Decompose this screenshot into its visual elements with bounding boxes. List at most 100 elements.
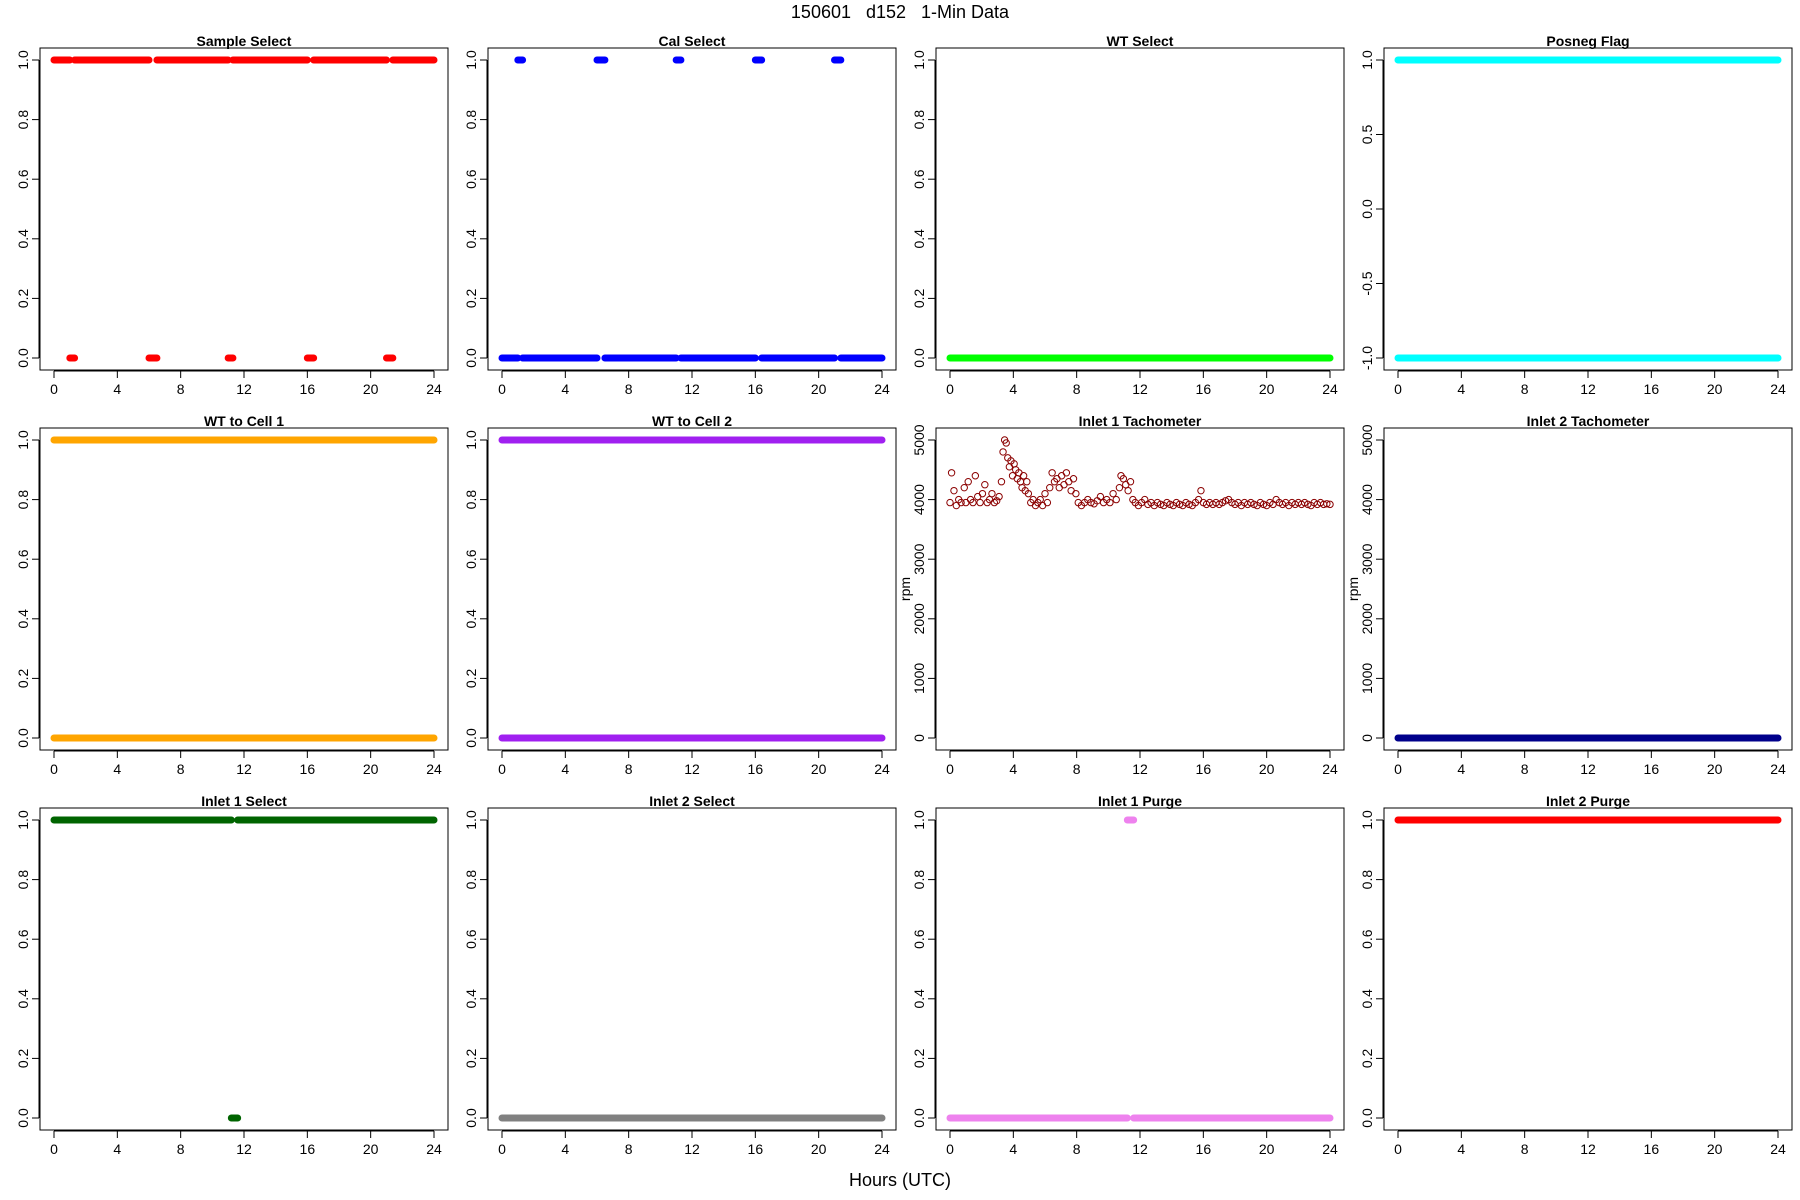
x-tick-label: 20 [1259, 381, 1275, 397]
x-tick-label: 0 [1394, 381, 1402, 397]
y-tick-label: 4000 [1359, 484, 1375, 515]
y-tick-label: 0.8 [15, 870, 31, 890]
data-point [1122, 481, 1130, 489]
x-tick-label: 16 [1644, 1141, 1660, 1157]
x-tick-label: 0 [50, 381, 58, 397]
y-tick-label: 0 [1359, 734, 1375, 742]
panel-title: Sample Select [197, 33, 292, 49]
plot-frame [1383, 427, 1793, 751]
panel-title: Inlet 1 Purge [1098, 793, 1182, 809]
data-point [995, 492, 1003, 501]
x-tick-label: 4 [561, 1141, 569, 1157]
x-tick-label: 12 [1580, 381, 1596, 397]
y-axis-label: rpm [1345, 577, 1361, 601]
x-tick-label: 8 [177, 1141, 185, 1157]
plot-frame [935, 807, 1345, 1131]
y-tick-label: 0.6 [1359, 929, 1375, 949]
y-tick-label: 0.6 [463, 929, 479, 949]
panel-5: WT to Cell 1 0 4 8 12 16 20 24 0.0 0.2 0.4 0.6 0.8 1.… [15, 413, 449, 777]
data-point [950, 486, 958, 495]
y-tick-label: 0.6 [463, 169, 479, 189]
x-tick-label: 0 [946, 761, 954, 777]
x-tick-label: 12 [684, 761, 700, 777]
y-tick-label: 0.4 [15, 229, 31, 249]
series [946, 816, 1334, 1122]
data-point [1126, 478, 1135, 486]
x-tick-label: 4 [1009, 761, 1017, 777]
y-tick-label: 0.4 [15, 609, 31, 629]
data-point [993, 497, 1001, 505]
y-tick-label: 0.2 [463, 288, 479, 308]
x-tick-label: 0 [50, 761, 58, 777]
data-point [971, 472, 980, 480]
y-tick-label: 2000 [911, 603, 927, 634]
data-point [1323, 500, 1331, 508]
y-tick-label: 0.8 [1359, 870, 1375, 890]
x-tick-label: 4 [1457, 1141, 1465, 1157]
data-point [997, 478, 1006, 486]
data-point [1197, 486, 1205, 495]
y-tick-label: 0.8 [911, 870, 927, 890]
x-tick-label: 0 [946, 1141, 954, 1157]
y-tick-label: 0.2 [463, 668, 479, 688]
data-point [1005, 463, 1014, 471]
y-tick-label: 0.8 [463, 870, 479, 890]
y-tick-label: 0.6 [15, 169, 31, 189]
x-tick-label: 12 [236, 761, 252, 777]
data-point [1046, 483, 1054, 492]
data-point [1048, 469, 1056, 477]
x-tick-label: 8 [1073, 1141, 1081, 1157]
panel-8: Inlet 2 Tachometer 0 4 8 12 16 20 24 0 1000 2000 30… [1345, 413, 1793, 777]
data-point [974, 492, 982, 501]
x-tick-label: 8 [1073, 761, 1081, 777]
x-tick-label: 4 [1009, 1141, 1017, 1157]
y-tick-label: 4000 [911, 484, 927, 515]
y-tick-label: 0.8 [463, 490, 479, 510]
data-point [1112, 495, 1120, 504]
data-point [1069, 475, 1078, 483]
x-tick-label: 0 [498, 761, 506, 777]
y-tick-label: 1.0 [1359, 50, 1375, 70]
y-tick-label: 1.0 [463, 430, 479, 450]
data-point [962, 498, 970, 507]
x-tick-label: 4 [1009, 381, 1017, 397]
data-point [1072, 489, 1080, 498]
plot-frame [487, 427, 897, 751]
y-tick-label: 0.4 [15, 989, 31, 1009]
series [50, 436, 438, 742]
x-tick-label: 24 [1770, 381, 1786, 397]
plot-frame [39, 47, 449, 371]
y-tick-label: 0.2 [911, 288, 927, 308]
x-tick-label: 8 [1521, 761, 1529, 777]
plot-frame [935, 427, 1345, 751]
x-tick-label: 8 [625, 1141, 633, 1157]
x-tick-label: 0 [50, 1141, 58, 1157]
y-tick-label: 5000 [911, 424, 927, 455]
y-tick-label: 1.0 [911, 50, 927, 70]
data-point [1067, 486, 1075, 495]
panel-title: Inlet 2 Tachometer [1527, 413, 1650, 429]
plot-frame [39, 807, 449, 1131]
x-tick-label: 0 [498, 381, 506, 397]
y-tick-label: 1000 [911, 663, 927, 694]
plot-frame [487, 47, 897, 371]
x-tick-label: 12 [236, 1141, 252, 1157]
y-tick-label: 0.4 [463, 609, 479, 629]
panel-10: Inlet 2 Select 0 4 8 12 16 20 24 0.0 0.2 0.4 0.6 0.8… [463, 793, 897, 1157]
x-tick-label: 16 [1196, 381, 1212, 397]
y-tick-label: 0.0 [15, 728, 31, 748]
panel-4: Posneg Flag 0 4 8 12 16 20 24 -1.0 -0.5 0.0 0.5 1.0 [1359, 33, 1793, 397]
x-tick-label: 4 [1457, 381, 1465, 397]
y-tick-label: 0.2 [911, 1048, 927, 1068]
x-tick-label: 12 [1132, 381, 1148, 397]
x-tick-label: 20 [363, 381, 379, 397]
series [498, 436, 886, 742]
x-tick-label: 4 [113, 381, 121, 397]
data-point [1124, 486, 1132, 495]
data-point [1019, 472, 1028, 480]
y-tick-label: 2000 [1359, 603, 1375, 634]
y-tick-label: 3000 [1359, 543, 1375, 574]
x-tick-label: 12 [1580, 1141, 1596, 1157]
x-tick-label: 20 [1707, 381, 1723, 397]
y-tick-label: 0.2 [463, 1048, 479, 1068]
